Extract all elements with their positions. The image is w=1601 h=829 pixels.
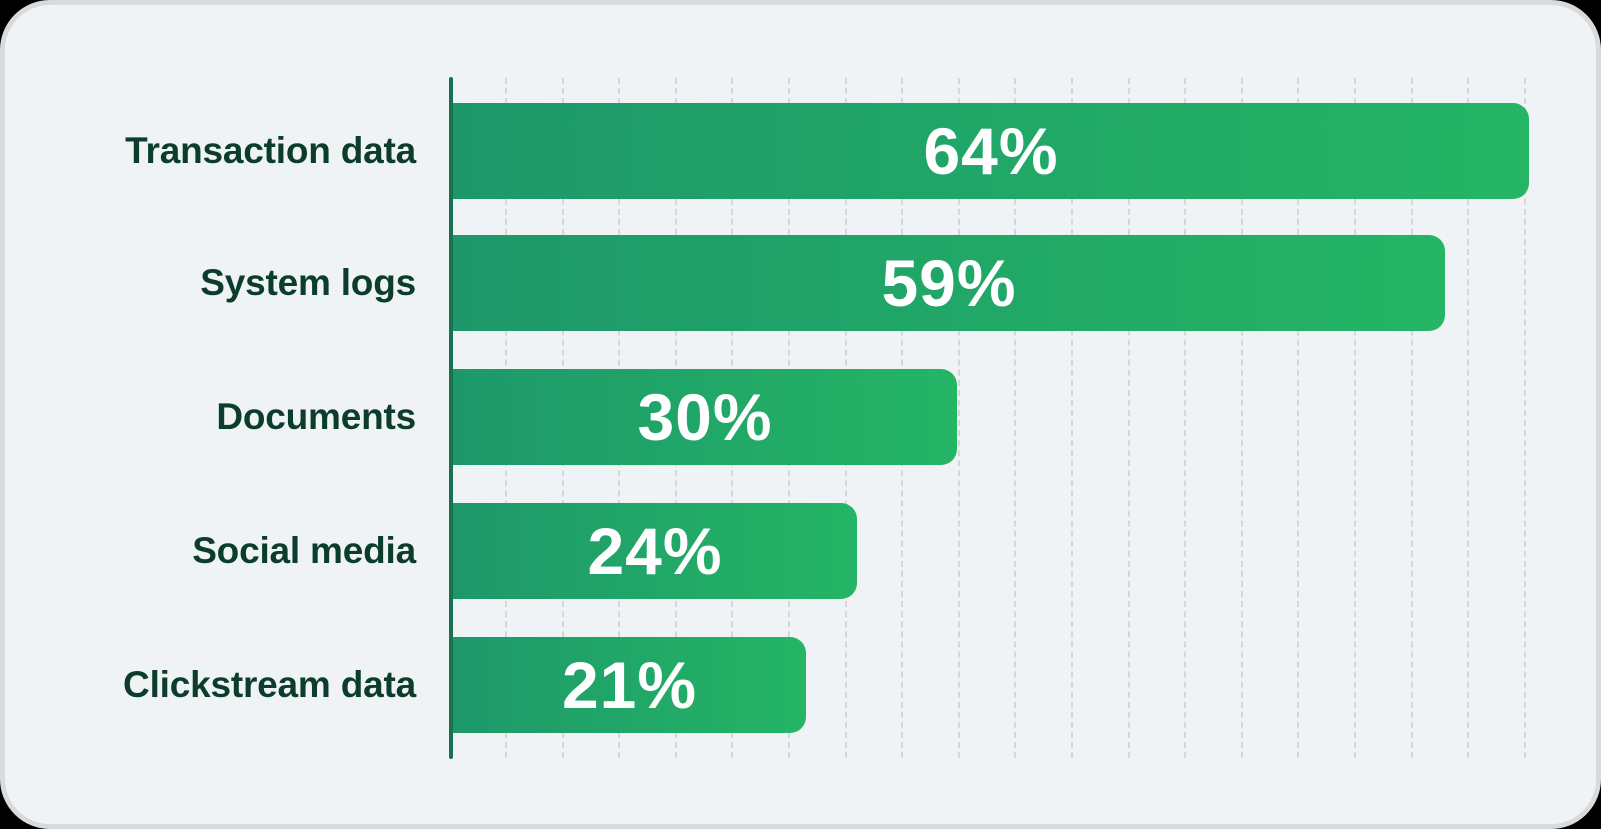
gridline <box>1184 78 1186 758</box>
gridline <box>1411 78 1413 758</box>
bar-value-label: 30% <box>637 380 773 454</box>
bar-clickstream-data: 21% <box>453 637 806 733</box>
y-axis-line <box>449 77 453 759</box>
category-label-documents: Documents <box>216 396 416 437</box>
bar-value-label: 59% <box>881 246 1017 320</box>
category-label-transaction-data: Transaction data <box>125 130 416 171</box>
category-label-system-logs: System logs <box>200 262 416 303</box>
category-label-social-media: Social media <box>192 530 416 571</box>
bar-system-logs: 59% <box>453 235 1445 331</box>
bar-transaction-data: 64% <box>453 103 1529 199</box>
bar-value-label: 21% <box>561 648 698 722</box>
gridline <box>958 78 960 758</box>
bar-value-label: 24% <box>587 514 723 588</box>
gridline <box>1071 78 1073 758</box>
bar-value-label: 64% <box>923 114 1059 188</box>
bar-documents: 30% <box>453 369 957 465</box>
gridline <box>1524 78 1526 758</box>
gridline <box>1241 78 1243 758</box>
gridline <box>1014 78 1016 758</box>
gridline <box>1354 78 1356 758</box>
gridline <box>1467 78 1469 758</box>
category-label-clickstream-data: Clickstream data <box>123 664 416 705</box>
gridline <box>1297 78 1299 758</box>
bar-social-media: 24% <box>453 503 857 599</box>
gridline <box>1128 78 1130 758</box>
